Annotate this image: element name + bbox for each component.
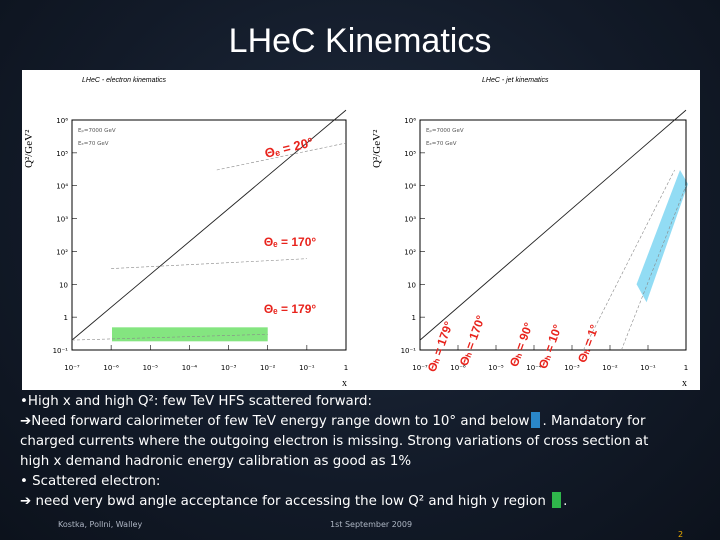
y-tick-label: 10⁶ xyxy=(56,117,68,125)
angle-annotation: Θₕ = 170° xyxy=(457,313,488,367)
plot-frame xyxy=(419,119,687,351)
legend-entry: Eₚ=7000 GeV xyxy=(426,128,464,134)
bwd-acceptance-text: need very bwd angle acceptance for acces… xyxy=(35,494,546,509)
x-tick-label: 1 xyxy=(344,364,348,372)
page-number: 2 xyxy=(678,530,684,539)
chart-panel-2: LHeC - jet kinematics x Q²/GeV² 10⁻⁷ 10⁻⁶ 10⁻… xyxy=(371,77,688,389)
bullet-scattered-electron: • Scattered electron: xyxy=(20,474,161,489)
kinematics-figure: LHeC - electron kinematics x Q²/GeV² 10⁻⁷ 10… xyxy=(22,70,700,390)
x-tick-label: 10⁻² xyxy=(260,364,276,372)
slide-body: •High x and high Q²: few TeV HFS scatter… xyxy=(20,392,710,512)
angle-annotation: Θₑ = 20° xyxy=(263,134,315,161)
angle-annotation: Θₕ = 10° xyxy=(536,322,565,370)
y-axis-label: Q²/GeV² xyxy=(371,129,383,168)
chart-title: LHeC - electron kinematics xyxy=(82,77,167,84)
calibration-text: high x demand hadronic energy calibratio… xyxy=(20,454,412,469)
cyan-band-swatch xyxy=(531,412,541,428)
x-axis-label: x xyxy=(342,378,347,389)
y-tick-label: 1 xyxy=(64,314,68,322)
footer-date: 1st September 2009 xyxy=(330,520,413,529)
highlight-band xyxy=(112,327,268,342)
highlight-band xyxy=(636,170,688,303)
legend-entry: Eₚ=7000 GeV xyxy=(78,128,116,134)
series-line xyxy=(216,142,347,171)
green-band-swatch xyxy=(552,492,562,508)
x-axis-label: x xyxy=(682,378,687,389)
angle-annotation: Θₑ = 179° xyxy=(264,302,317,316)
y-tick-label: 10⁶ xyxy=(404,117,416,125)
x-tick-label: 10⁻⁷ xyxy=(64,364,80,372)
bullet-high-x: •High x and high Q²: few TeV HFS scatter… xyxy=(20,394,373,409)
y-tick-label: 10⁵ xyxy=(404,150,416,158)
series-line xyxy=(621,185,687,351)
y-tick-label: 10² xyxy=(404,248,416,256)
series-line xyxy=(111,258,307,269)
y-tick-label: 10² xyxy=(56,248,68,256)
angle-annotation: Θₕ = 90° xyxy=(507,320,536,368)
chart-panel-1: LHeC - electron kinematics x Q²/GeV² 10⁻⁷ 10… xyxy=(23,77,348,389)
y-tick-label: 10⁵ xyxy=(56,150,68,158)
series-line xyxy=(71,334,268,341)
x-tick-label: 10⁻⁵ xyxy=(143,364,159,372)
chart-title: LHeC - jet kinematics xyxy=(482,77,549,84)
legend-entry: Eₑ=70 GeV xyxy=(426,141,457,147)
y-tick-label: 10³ xyxy=(56,216,68,224)
x-tick-label: 10⁻⁵ xyxy=(488,364,504,372)
y-tick-label: 10⁻¹ xyxy=(401,347,417,355)
bullet-forward-calorimeter: ➔Need forward calorimeter of few TeV ene… xyxy=(20,412,710,432)
y-tick-label: 1 xyxy=(412,314,416,322)
slide-title: LHeC Kinematics xyxy=(228,22,492,60)
x-tick-label: 10⁻⁴ xyxy=(526,364,542,372)
bullet-bwd-acceptance: ➔ need very bwd angle acceptance for acc… xyxy=(20,492,710,512)
y-axis-label: Q²/GeV² xyxy=(23,129,35,168)
y-tick-label: 10 xyxy=(407,281,416,289)
x-tick-label: 10⁻⁴ xyxy=(182,364,198,372)
y-tick-label: 10⁻¹ xyxy=(53,347,69,355)
series-line xyxy=(583,169,675,351)
arrow-icon: ➔ xyxy=(20,494,32,509)
slide-footer: Kostka, Pollni, Walley 1st September 200… xyxy=(0,518,720,539)
x-tick-label: 10⁻³ xyxy=(564,364,580,372)
x-tick-label: 10⁻⁶ xyxy=(103,364,119,372)
arrow-icon: ➔ xyxy=(20,414,32,429)
footer-authors: Kostka, Pollni, Walley xyxy=(58,520,143,529)
legend-entry: Eₑ=70 GeV xyxy=(78,141,109,147)
angle-annotation: Θₕ = 1° xyxy=(575,323,602,365)
x-tick-label: 1 xyxy=(684,364,688,372)
x-tick-label: 10⁻⁷ xyxy=(412,364,428,372)
x-tick-label: 10⁻¹ xyxy=(299,364,315,372)
y-tick-label: 10 xyxy=(59,281,68,289)
y-tick-label: 10⁴ xyxy=(56,183,68,191)
x-tick-label: 10⁻⁶ xyxy=(450,364,466,372)
forward-calorimeter-text: Need forward calorimeter of few TeV ener… xyxy=(31,414,530,429)
series-line xyxy=(419,109,687,341)
x-tick-label: 10⁻³ xyxy=(221,364,237,372)
mandatory-text: . Mandatory for xyxy=(542,414,646,429)
series-line xyxy=(71,109,347,341)
angle-annotation: Θₑ = 170° xyxy=(264,235,317,249)
x-tick-label: 10⁻¹ xyxy=(640,364,656,372)
x-tick-label: 10⁻² xyxy=(602,364,618,372)
y-tick-label: 10³ xyxy=(404,216,416,224)
plot-frame xyxy=(71,119,347,351)
charged-currents-text: charged currents where the outgoing elec… xyxy=(20,434,649,449)
bwd-acceptance-end: . xyxy=(563,494,568,509)
y-tick-label: 10⁴ xyxy=(404,183,416,191)
